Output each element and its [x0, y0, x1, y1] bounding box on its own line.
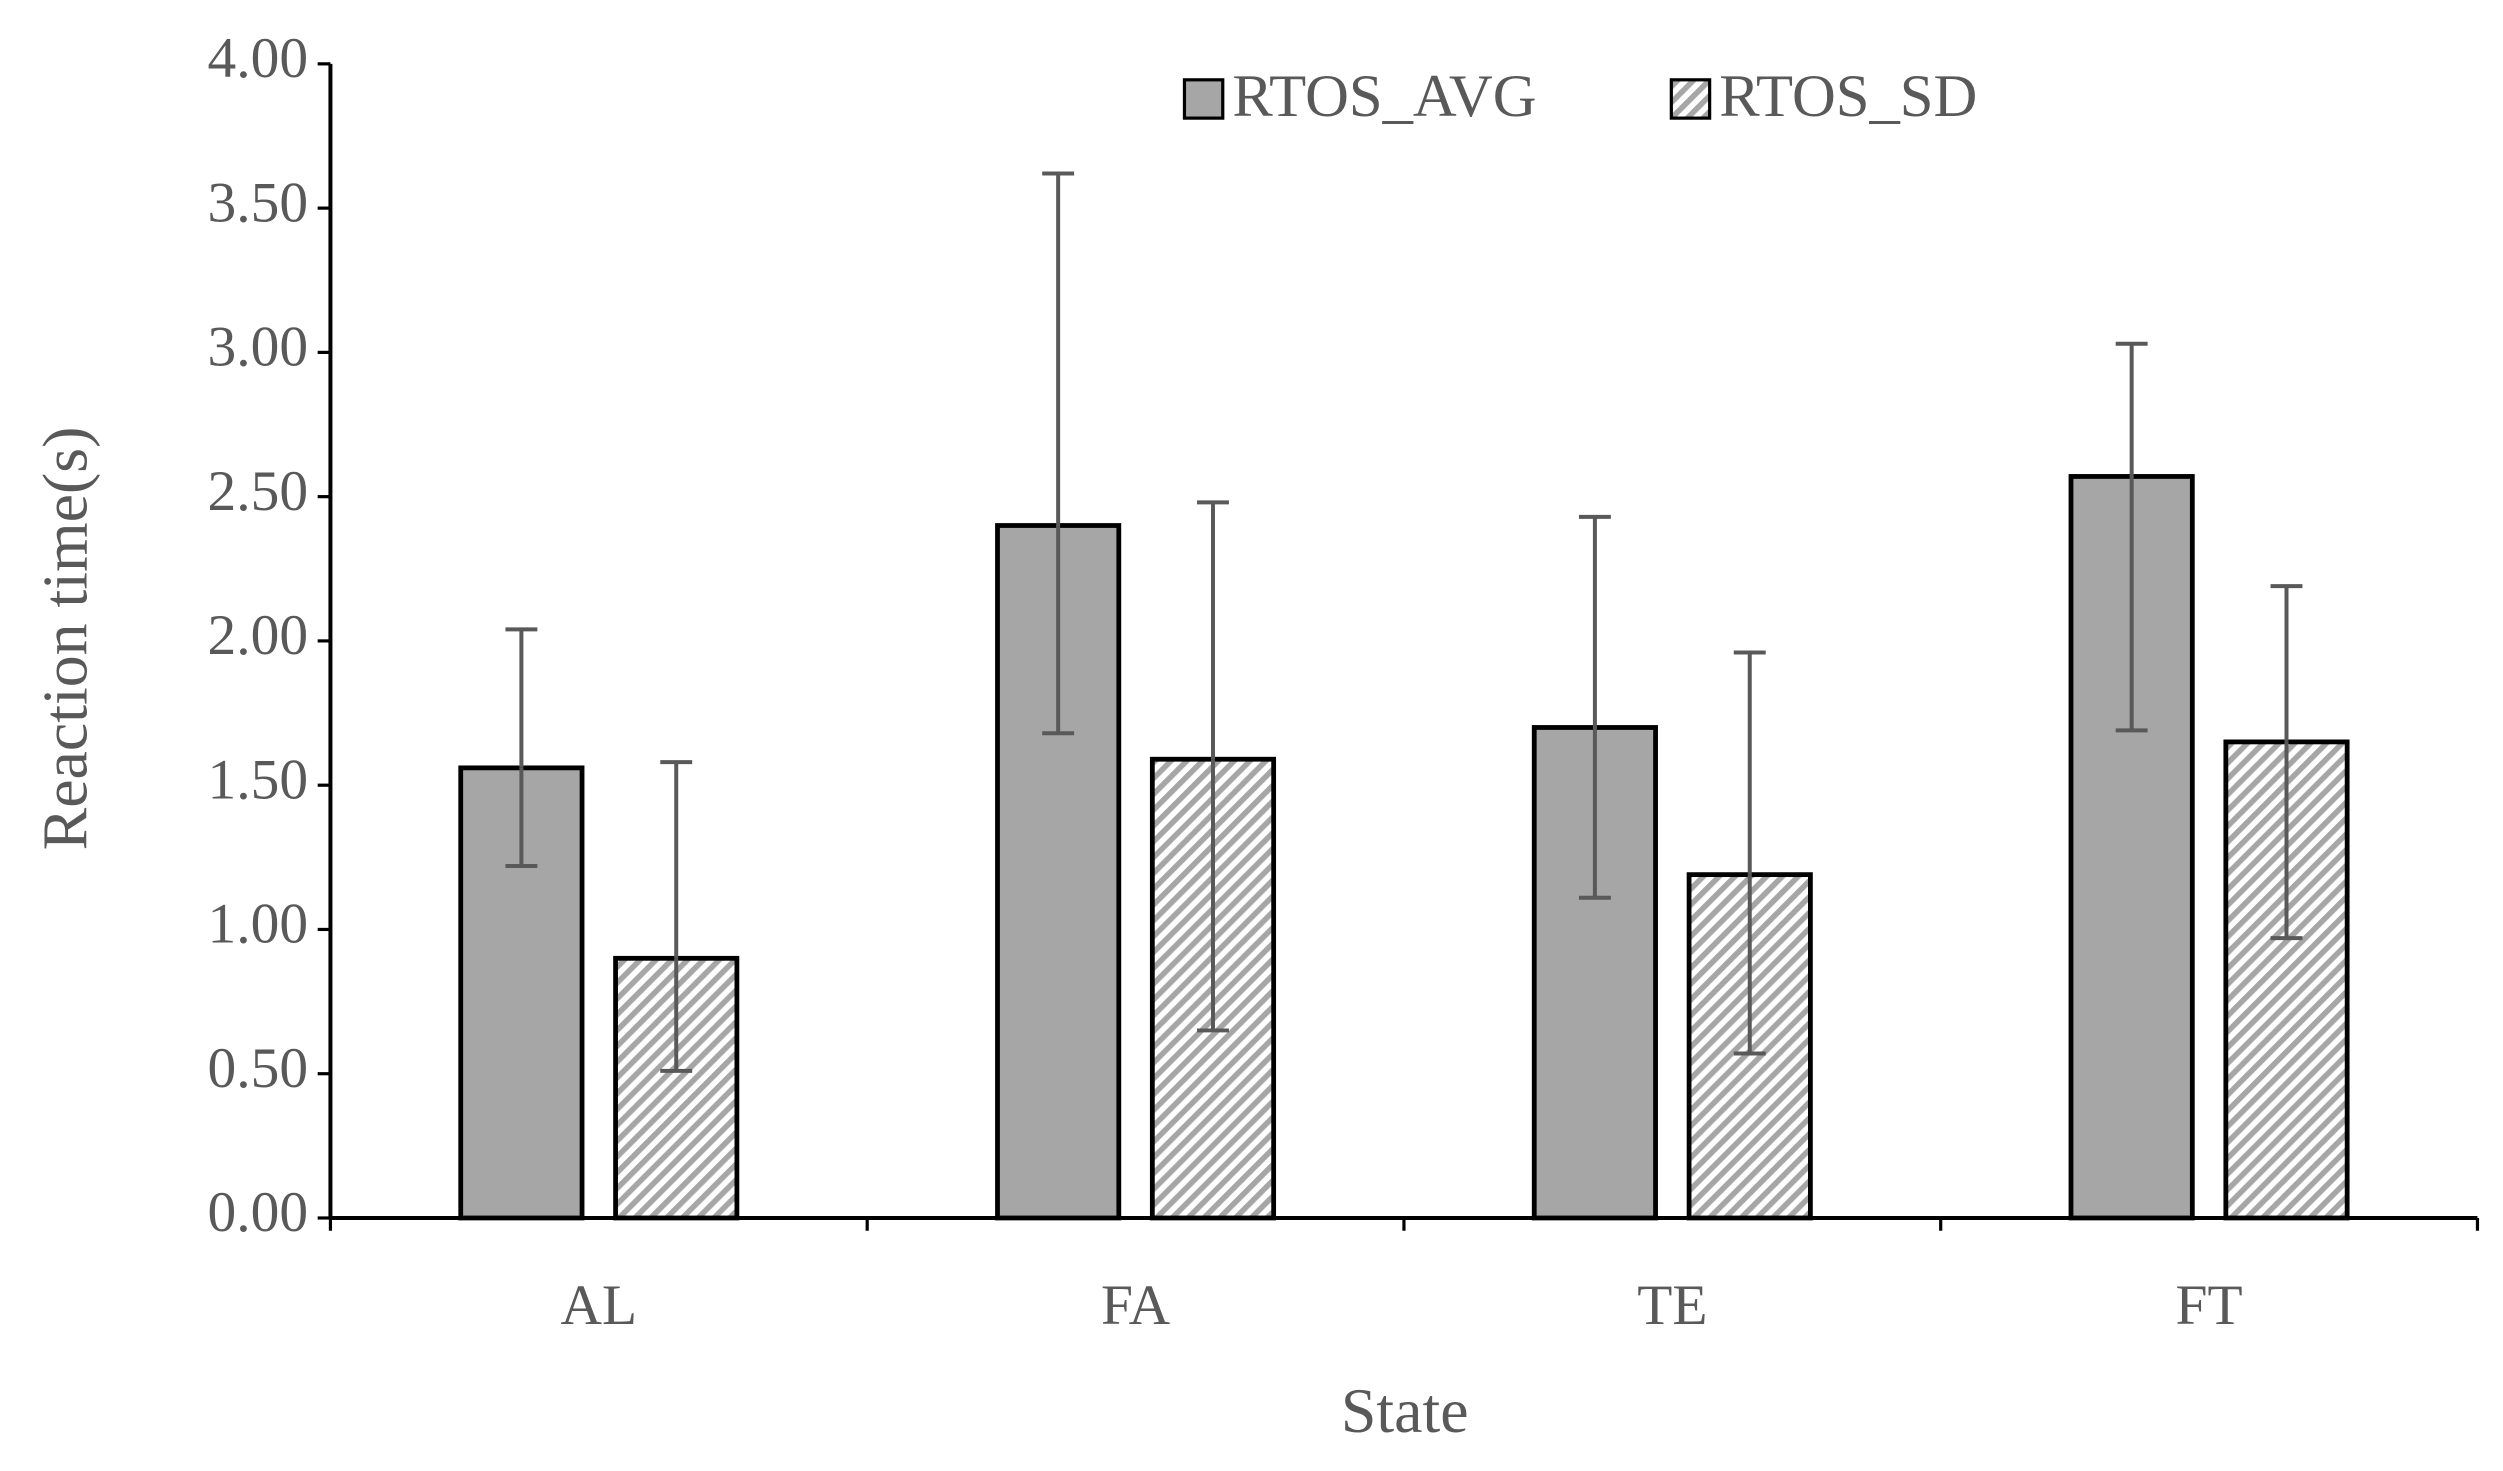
legend-swatch [1669, 78, 1712, 120]
legend-label: RTOS_AVG [1232, 63, 1536, 130]
y-tick-label: 3.00 [208, 316, 309, 379]
x-axis-title: State [1341, 1375, 1469, 1446]
x-tick-label: FT [2176, 1274, 2243, 1337]
y-tick-label: 0.00 [208, 1181, 309, 1244]
x-tick-label: TE [1637, 1274, 1707, 1337]
x-tick-label: AL [561, 1274, 638, 1337]
y-tick-label: 0.50 [208, 1037, 309, 1100]
legend-label: RTOS_SD [1719, 63, 1977, 130]
y-tick-label: 3.50 [208, 171, 309, 234]
y-tick-label: 1.00 [208, 893, 309, 956]
y-tick-label: 4.00 [208, 27, 309, 90]
y-tick-label: 2.00 [208, 604, 309, 667]
y-tick-label: 2.50 [208, 460, 309, 523]
y-axis-title: Reaction time(s) [29, 427, 100, 851]
y-tick-label: 1.50 [208, 748, 309, 811]
x-tick-label: FA [1101, 1274, 1171, 1337]
legend-swatch [1182, 78, 1225, 120]
